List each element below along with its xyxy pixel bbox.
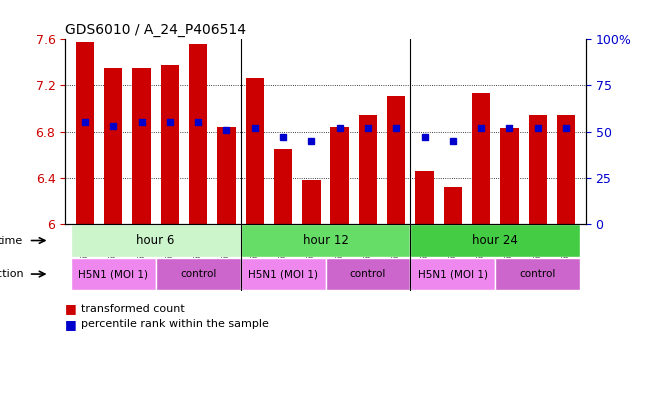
Bar (331, 127, 349, 224)
Text: percentile rank within the sample: percentile rank within the sample (81, 319, 270, 329)
Bar (387, 96, 406, 224)
Text: hour 12: hour 12 (303, 234, 348, 247)
Text: GDS6010 / A_24_P406514: GDS6010 / A_24_P406514 (65, 23, 246, 37)
Bar (444, 187, 462, 224)
Bar (71, 224, 241, 257)
Text: hour 6: hour 6 (137, 234, 175, 247)
Text: time: time (0, 235, 23, 246)
Bar (415, 171, 434, 224)
Text: control: control (519, 269, 556, 279)
Text: ■: ■ (65, 302, 77, 315)
Text: control: control (350, 269, 386, 279)
Bar (104, 68, 122, 224)
Bar (132, 68, 151, 224)
Bar (472, 94, 490, 224)
Bar (241, 224, 410, 257)
Text: control: control (180, 269, 216, 279)
Text: infection: infection (0, 269, 23, 279)
Bar (245, 79, 264, 224)
Bar (410, 224, 580, 257)
Text: H5N1 (MOI 1): H5N1 (MOI 1) (78, 269, 148, 279)
Bar (529, 116, 547, 224)
Text: ■: ■ (65, 318, 77, 331)
Text: H5N1 (MOI 1): H5N1 (MOI 1) (248, 269, 318, 279)
Text: hour 24: hour 24 (473, 234, 518, 247)
Bar (189, 44, 207, 224)
Bar (71, 258, 156, 290)
Bar (557, 116, 575, 224)
Bar (156, 258, 241, 290)
Bar (217, 127, 236, 224)
Bar (500, 128, 519, 224)
Bar (359, 116, 377, 224)
Bar (302, 180, 320, 224)
Bar (76, 42, 94, 224)
Text: transformed count: transformed count (81, 303, 185, 314)
Bar (274, 149, 292, 224)
Bar (241, 258, 326, 290)
Text: H5N1 (MOI 1): H5N1 (MOI 1) (418, 269, 488, 279)
Bar (495, 258, 580, 290)
Bar (326, 258, 410, 290)
Bar (161, 65, 179, 224)
Bar (410, 258, 495, 290)
